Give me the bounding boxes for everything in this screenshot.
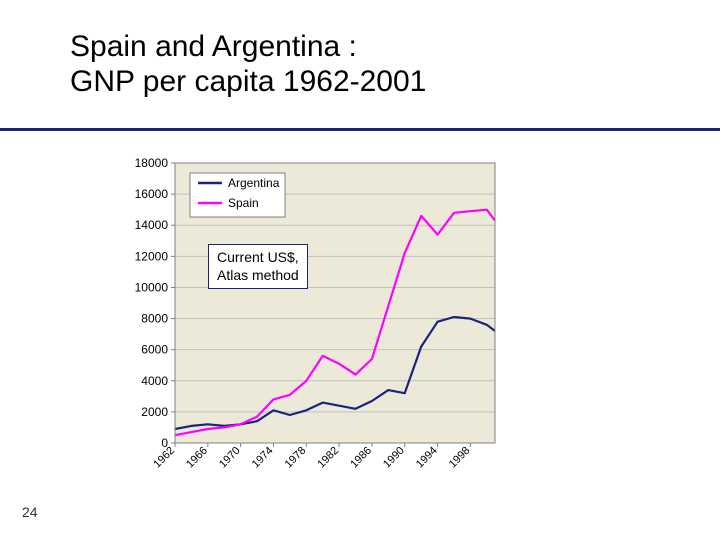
svg-text:18000: 18000 — [135, 156, 169, 170]
gnp-chart: 0200040006000800010000120001400016000180… — [125, 155, 515, 485]
slide-title: Spain and Argentina : GNP per capita 196… — [70, 30, 650, 99]
svg-text:Argentina: Argentina — [228, 176, 280, 190]
svg-text:1962: 1962 — [151, 445, 177, 471]
svg-text:1970: 1970 — [217, 445, 243, 471]
annotation-line-2: Atlas method — [217, 267, 299, 285]
svg-text:12000: 12000 — [135, 249, 169, 263]
svg-text:10000: 10000 — [135, 280, 169, 294]
svg-text:1994: 1994 — [414, 445, 440, 471]
svg-text:1966: 1966 — [184, 445, 210, 471]
svg-text:1974: 1974 — [250, 445, 276, 471]
svg-text:1978: 1978 — [283, 445, 309, 471]
svg-text:8000: 8000 — [141, 312, 168, 326]
svg-text:4000: 4000 — [141, 374, 168, 388]
svg-text:16000: 16000 — [135, 187, 169, 201]
svg-text:1986: 1986 — [348, 445, 374, 471]
page-number: 24 — [22, 504, 38, 520]
svg-text:2000: 2000 — [141, 405, 168, 419]
title-line-2: GNP per capita 1962-2001 — [70, 65, 650, 100]
svg-text:6000: 6000 — [141, 343, 168, 357]
title-underline — [0, 128, 720, 131]
annotation-line-1: Current US$, — [217, 249, 299, 267]
svg-text:Spain: Spain — [228, 196, 259, 210]
title-line-1: Spain and Argentina : — [70, 30, 650, 65]
svg-text:1990: 1990 — [381, 445, 407, 471]
svg-text:1982: 1982 — [315, 445, 341, 471]
svg-text:1998: 1998 — [447, 445, 473, 471]
chart-svg: 0200040006000800010000120001400016000180… — [125, 155, 515, 485]
slide-root: Spain and Argentina : GNP per capita 196… — [0, 0, 720, 540]
annotation-box: Current US$, Atlas method — [208, 244, 308, 289]
svg-text:14000: 14000 — [135, 218, 169, 232]
